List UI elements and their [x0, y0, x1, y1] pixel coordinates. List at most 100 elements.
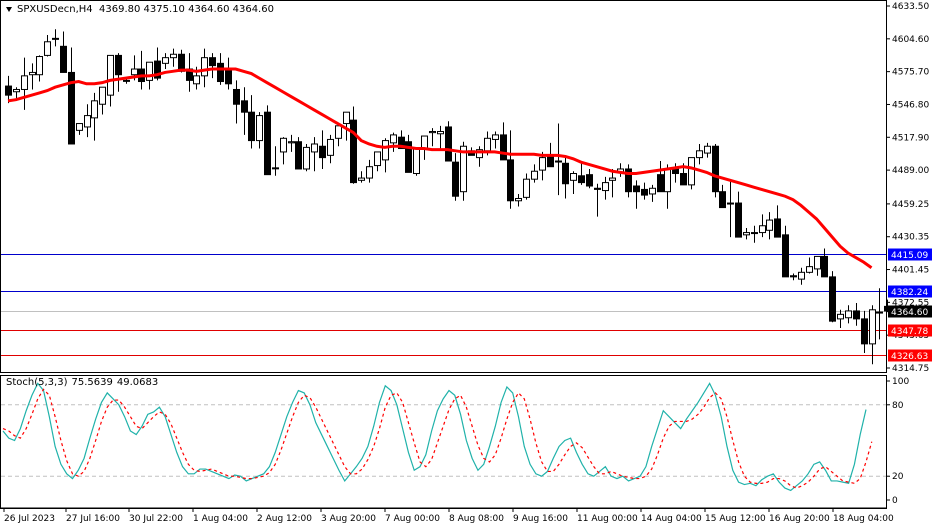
- bear-candle[interactable]: [241, 100, 248, 113]
- bull-candle[interactable]: [539, 157, 546, 171]
- bull-candle[interactable]: [162, 57, 169, 64]
- bull-candle[interactable]: [704, 145, 711, 154]
- bull-candle[interactable]: [798, 271, 805, 280]
- bull-candle[interactable]: [437, 130, 444, 135]
- bull-candle[interactable]: [766, 219, 773, 231]
- bear-candle[interactable]: [264, 111, 271, 176]
- bear-candle[interactable]: [562, 162, 569, 185]
- bear-candle[interactable]: [60, 45, 67, 73]
- bull-candle[interactable]: [201, 57, 208, 77]
- bear-candle[interactable]: [712, 145, 719, 193]
- bear-candle[interactable]: [319, 145, 326, 159]
- bull-candle[interactable]: [29, 71, 36, 76]
- bull-candle[interactable]: [382, 140, 389, 161]
- bear-candle[interactable]: [225, 68, 232, 85]
- bull-candle[interactable]: [570, 173, 577, 181]
- bull-candle[interactable]: [876, 311, 883, 314]
- bull-candle[interactable]: [460, 145, 467, 193]
- bull-candle[interactable]: [523, 178, 530, 198]
- bull-candle[interactable]: [688, 157, 695, 186]
- bull-candle[interactable]: [413, 148, 420, 175]
- bear-candle[interactable]: [452, 161, 459, 197]
- bull-candle[interactable]: [131, 68, 138, 76]
- bear-candle[interactable]: [445, 126, 452, 162]
- bull-candle[interactable]: [335, 125, 342, 139]
- bear-candle[interactable]: [774, 218, 781, 238]
- bear-candle[interactable]: [657, 174, 664, 193]
- bull-candle[interactable]: [44, 41, 51, 56]
- bull-candle[interactable]: [91, 100, 98, 119]
- bear-candle[interactable]: [829, 276, 836, 322]
- bull-candle[interactable]: [814, 255, 821, 270]
- bull-candle[interactable]: [484, 137, 491, 152]
- bull-candle[interactable]: [107, 54, 114, 96]
- bull-candle[interactable]: [649, 187, 656, 195]
- bear-candle[interactable]: [853, 310, 860, 320]
- bull-candle[interactable]: [99, 86, 106, 105]
- bull-candle[interactable]: [374, 151, 381, 167]
- bear-candle[interactable]: [248, 111, 255, 142]
- bear-candle[interactable]: [233, 88, 240, 105]
- bull-candle[interactable]: [664, 168, 671, 193]
- bear-candle[interactable]: [719, 191, 726, 209]
- bear-candle[interactable]: [500, 134, 507, 161]
- dropdown-triangle-icon[interactable]: [6, 6, 12, 12]
- bull-candle[interactable]: [256, 115, 263, 142]
- bull-candle[interactable]: [311, 143, 318, 153]
- bear-candle[interactable]: [625, 168, 632, 193]
- bear-candle[interactable]: [782, 234, 789, 278]
- bear-candle[interactable]: [5, 85, 12, 96]
- bull-candle[interactable]: [288, 141, 295, 144]
- bull-candle[interactable]: [84, 115, 91, 128]
- bull-candle[interactable]: [806, 266, 813, 273]
- bull-candle[interactable]: [390, 134, 397, 144]
- bear-candle[interactable]: [790, 275, 797, 278]
- bear-candle[interactable]: [68, 71, 75, 145]
- bear-candle[interactable]: [398, 136, 405, 150]
- bull-candle[interactable]: [366, 166, 373, 179]
- bull-candle[interactable]: [36, 56, 43, 76]
- bear-candle[interactable]: [586, 174, 593, 187]
- bull-candle[interactable]: [492, 134, 499, 140]
- bull-candle[interactable]: [343, 111, 350, 125]
- bear-candle[interactable]: [350, 119, 357, 184]
- bear-candle[interactable]: [594, 187, 601, 190]
- bull-candle[interactable]: [555, 160, 562, 163]
- bear-candle[interactable]: [547, 155, 554, 168]
- bull-candle[interactable]: [272, 167, 279, 170]
- bull-candle[interactable]: [358, 177, 365, 181]
- bear-candle[interactable]: [884, 305, 891, 312]
- bull-candle[interactable]: [602, 182, 609, 192]
- bull-candle[interactable]: [531, 170, 538, 180]
- bull-candle[interactable]: [743, 232, 750, 236]
- bear-candle[interactable]: [295, 141, 302, 170]
- bull-candle[interactable]: [280, 137, 287, 153]
- bear-candle[interactable]: [633, 185, 640, 193]
- bear-candle[interactable]: [641, 188, 648, 196]
- bull-candle[interactable]: [303, 146, 310, 170]
- bear-candle[interactable]: [735, 202, 742, 238]
- bull-candle[interactable]: [76, 123, 83, 131]
- bull-candle[interactable]: [696, 150, 703, 159]
- bear-candle[interactable]: [578, 175, 585, 184]
- bull-candle[interactable]: [845, 310, 852, 319]
- bear-candle[interactable]: [680, 173, 687, 186]
- bull-candle[interactable]: [123, 79, 130, 82]
- bear-candle[interactable]: [115, 54, 122, 76]
- bear-candle[interactable]: [217, 62, 224, 83]
- bull-candle[interactable]: [146, 61, 153, 81]
- bull-candle[interactable]: [421, 135, 428, 150]
- bull-candle[interactable]: [429, 130, 436, 134]
- bull-candle[interactable]: [515, 197, 522, 202]
- bull-candle[interactable]: [759, 225, 766, 234]
- bear-candle[interactable]: [405, 141, 412, 173]
- bear-candle[interactable]: [507, 159, 514, 202]
- bull-candle[interactable]: [869, 309, 876, 345]
- bear-candle[interactable]: [209, 57, 216, 67]
- bull-candle[interactable]: [327, 138, 334, 156]
- bull-candle[interactable]: [727, 202, 734, 205]
- bull-candle[interactable]: [21, 75, 28, 90]
- bull-candle[interactable]: [609, 177, 616, 181]
- bull-candle[interactable]: [170, 53, 177, 59]
